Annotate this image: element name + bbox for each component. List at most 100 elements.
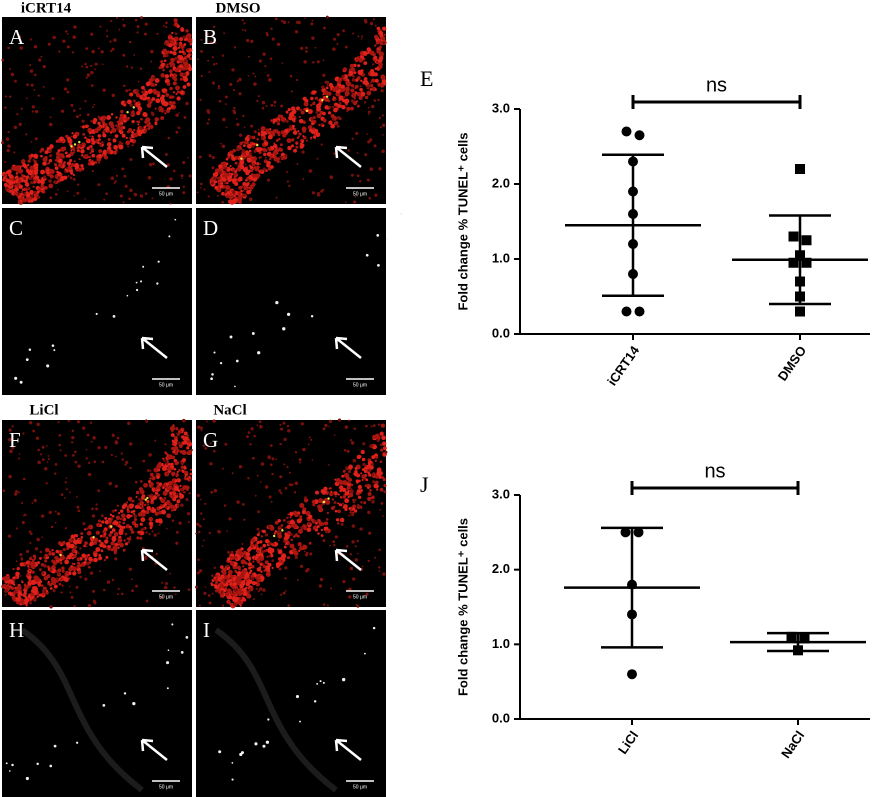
- micrograph: 50 μmB: [196, 16, 387, 205]
- cell: [255, 495, 257, 497]
- cell: [221, 192, 225, 196]
- cell: [305, 553, 308, 556]
- cell: [148, 453, 152, 457]
- cell: [299, 546, 303, 550]
- cell: [380, 89, 383, 92]
- cell: [229, 150, 233, 154]
- cell: [3, 489, 6, 492]
- cell: [360, 472, 362, 474]
- cell: [16, 171, 18, 173]
- cell: [47, 163, 49, 165]
- cell: [332, 106, 334, 108]
- cell: [283, 541, 285, 543]
- cell: [361, 35, 363, 37]
- tunel-cell: [366, 254, 369, 257]
- cell: [106, 35, 108, 37]
- cell: [214, 584, 217, 587]
- cell: [131, 120, 134, 123]
- cell: [175, 68, 179, 72]
- cell: [30, 38, 32, 40]
- cell: [267, 147, 270, 150]
- cell: [43, 162, 47, 166]
- cell: [367, 511, 370, 514]
- cell: [300, 526, 303, 529]
- tunel-cell: [140, 280, 142, 282]
- cell: [13, 592, 16, 595]
- cell: [24, 598, 29, 603]
- cell: [179, 42, 182, 45]
- cell: [163, 497, 166, 500]
- cell: [149, 526, 152, 529]
- cell: [97, 183, 100, 186]
- cell: [150, 473, 154, 477]
- cell: [334, 86, 339, 91]
- cell: [252, 73, 254, 75]
- cell: [322, 74, 325, 77]
- tunel-cell: [168, 235, 170, 237]
- cell: [164, 59, 167, 62]
- cell: [134, 515, 137, 518]
- cell: [72, 454, 75, 457]
- data-point: [627, 580, 637, 590]
- cell: [232, 191, 235, 194]
- cell: [33, 159, 35, 161]
- cell: [350, 107, 354, 111]
- cell: [214, 172, 218, 176]
- cell: [150, 470, 152, 472]
- scale-label: 50 μm: [159, 382, 173, 388]
- cell: [229, 591, 233, 595]
- cell: [55, 550, 59, 554]
- cell: [18, 179, 22, 183]
- cell: [364, 101, 366, 103]
- cell: [129, 103, 133, 107]
- cell: [151, 530, 153, 532]
- cell: [117, 437, 120, 440]
- cell: [249, 136, 252, 139]
- cell: [77, 570, 81, 574]
- cell: [5, 576, 10, 581]
- cell: [181, 435, 184, 438]
- cell: [65, 571, 68, 574]
- cell: [359, 96, 363, 100]
- cell: [90, 571, 93, 574]
- cell: [26, 604, 28, 606]
- cell: [175, 461, 179, 465]
- cell: [29, 166, 34, 171]
- cell: [54, 163, 57, 166]
- cell: [165, 506, 168, 509]
- cell: [263, 569, 266, 572]
- cell: [266, 105, 268, 107]
- cell: [341, 475, 344, 478]
- cell: [105, 192, 108, 195]
- cell: [130, 500, 133, 503]
- cell: [76, 496, 78, 498]
- cell: [233, 603, 236, 606]
- cell: [41, 514, 44, 517]
- cell: [240, 178, 243, 181]
- cell: [302, 127, 307, 132]
- cell: [118, 29, 120, 31]
- cell: [311, 118, 314, 121]
- cell: [343, 67, 347, 71]
- cell: [322, 539, 325, 542]
- cell: [195, 586, 198, 589]
- cell: [345, 87, 350, 92]
- cell: [321, 143, 323, 145]
- cell: [167, 137, 170, 140]
- cell: [214, 567, 216, 569]
- cell: [256, 162, 259, 165]
- cell: [300, 145, 304, 149]
- cell: [162, 466, 167, 471]
- cell: [315, 132, 320, 137]
- cell: [108, 520, 111, 523]
- cell: [248, 592, 250, 594]
- cell: [229, 583, 232, 586]
- cell: [367, 85, 370, 88]
- cell: [34, 45, 37, 48]
- cell: [233, 182, 235, 184]
- data-point: [793, 645, 803, 655]
- cell: [245, 140, 247, 142]
- cell: [21, 159, 25, 163]
- cell: [91, 161, 95, 165]
- cell: [355, 85, 359, 89]
